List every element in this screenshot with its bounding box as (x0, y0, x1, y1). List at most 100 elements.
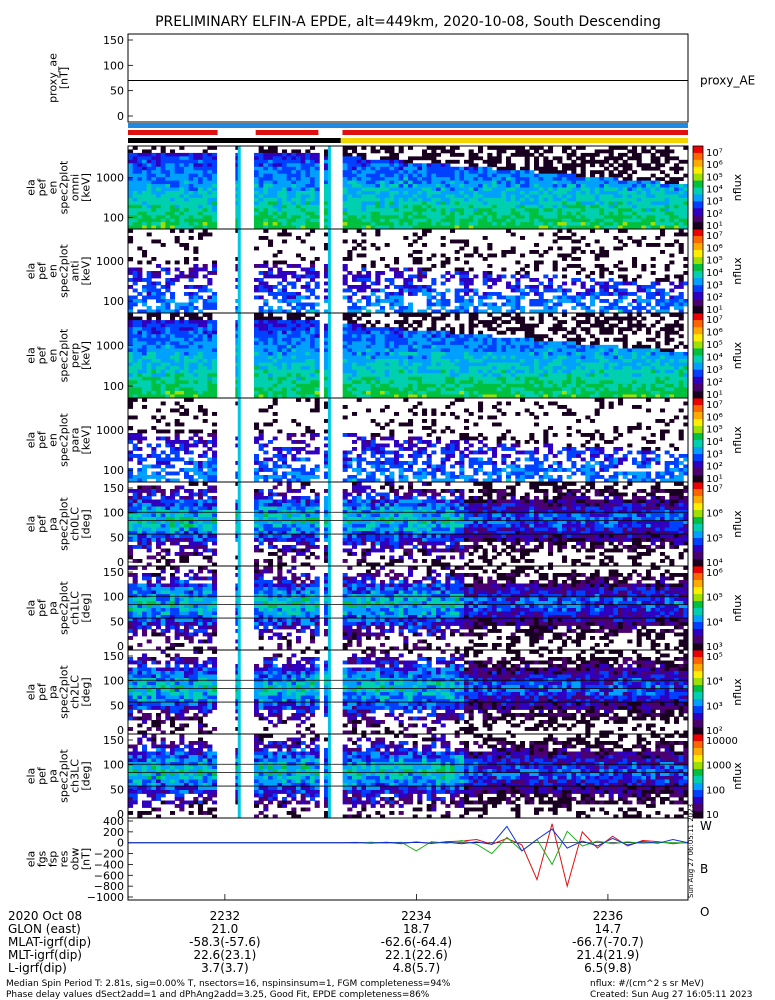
heatmap-cell (487, 306, 492, 310)
heatmap-cell (128, 257, 133, 261)
heatmap-cell (156, 377, 161, 381)
heatmap-cell (371, 184, 376, 188)
heatmap-cell (632, 198, 637, 202)
heatmap-cell (511, 250, 516, 254)
heatmap-cell (263, 219, 268, 223)
status-bar-yellow (341, 138, 688, 143)
heatmap-cell (291, 205, 296, 209)
heatmap-cell (133, 194, 138, 198)
heatmap-cell (212, 331, 217, 335)
heatmap-cell (627, 198, 632, 202)
heatmap-cell (198, 285, 203, 289)
heatmap-cell (198, 212, 203, 216)
heatmap-cell (459, 212, 464, 216)
heatmap-cell (445, 363, 450, 367)
heatmap-cell (347, 306, 352, 310)
heatmap-cell (254, 174, 259, 178)
heatmap-cell (193, 387, 198, 391)
heatmap-cell (263, 261, 268, 265)
heatmap-cell (254, 184, 259, 188)
heatmap-cell (291, 356, 296, 360)
heatmap-cell (473, 366, 478, 370)
heatmap-cell (273, 261, 278, 265)
heatmap-cell (604, 229, 609, 233)
heatmap-cell (669, 181, 674, 185)
heatmap-cell (291, 194, 296, 198)
heatmap-cell (175, 387, 180, 391)
heatmap-cell (273, 146, 278, 150)
heatmap-cell (450, 219, 455, 223)
heatmap-cell (291, 215, 296, 219)
heatmap-cell (315, 219, 320, 223)
heatmap-cell (207, 156, 212, 160)
heatmap-cell (501, 177, 506, 181)
heatmap-cell (413, 170, 418, 174)
heatmap-cell (604, 268, 609, 272)
heatmap-cell (291, 313, 296, 317)
heatmap-cell (455, 380, 460, 384)
heatmap-cell (613, 264, 618, 268)
heatmap-cell (161, 356, 166, 360)
heatmap-cell (212, 153, 217, 157)
heatmap-cell (497, 198, 502, 202)
heatmap-cell (291, 363, 296, 367)
heatmap-cell (501, 320, 506, 324)
heatmap-cell (543, 194, 548, 198)
heatmap-cell (408, 219, 413, 223)
heatmap-cell (287, 331, 292, 335)
heatmap-cell (296, 181, 301, 185)
heatmap-cell (259, 184, 264, 188)
heatmap-cell (478, 198, 483, 202)
heatmap-cell (343, 146, 348, 150)
heatmap-cell (380, 370, 385, 374)
heatmap-cell (287, 348, 292, 352)
heatmap-cell (259, 370, 264, 374)
heatmap-cell (203, 188, 208, 192)
heatmap-cell (147, 370, 152, 374)
heatmap-cell (473, 317, 478, 321)
heatmap-cell (268, 201, 273, 205)
heatmap-cell (501, 222, 506, 226)
heatmap-cell (389, 380, 394, 384)
heatmap-cell (156, 345, 161, 349)
heatmap-cell (287, 156, 292, 160)
heatmap-cell (637, 201, 642, 205)
heatmap-cell (352, 327, 357, 331)
heatmap-cell (296, 377, 301, 381)
heatmap-cell (655, 201, 660, 205)
heatmap-cell (137, 348, 142, 352)
heatmap-cell (478, 191, 483, 195)
heatmap-cell (263, 156, 268, 160)
heatmap-cell (464, 215, 469, 219)
heatmap-cell (497, 359, 502, 363)
heatmap-cell (613, 184, 618, 188)
heatmap-cell (427, 188, 432, 192)
heatmap-cell (128, 331, 133, 335)
heatmap-cell (212, 334, 217, 338)
heatmap-cell (436, 356, 441, 360)
heatmap-cell (427, 334, 432, 338)
heatmap-cell (198, 380, 203, 384)
heatmap-cell (175, 153, 180, 157)
heatmap-cell (637, 156, 642, 160)
heatmap-cell (389, 174, 394, 178)
heatmap-cell (352, 359, 357, 363)
heatmap-cell (464, 373, 469, 377)
heatmap-cell (403, 177, 408, 181)
heatmap-cell (193, 163, 198, 167)
heatmap-cell (408, 387, 413, 391)
heatmap-cell (399, 331, 404, 335)
heatmap-cell (450, 387, 455, 391)
heatmap-cell (128, 170, 133, 174)
heatmap-cell (282, 334, 287, 338)
heatmap-cell (310, 373, 315, 377)
heatmap-cell (198, 198, 203, 202)
heatmap-cell (175, 303, 180, 307)
heatmap-cell (151, 167, 156, 171)
heatmap-cell (268, 153, 273, 157)
heatmap-cell (506, 184, 511, 188)
heatmap-cell (604, 188, 609, 192)
heatmap-cell (478, 387, 483, 391)
heatmap-cell (151, 184, 156, 188)
heatmap-cell (660, 306, 665, 310)
